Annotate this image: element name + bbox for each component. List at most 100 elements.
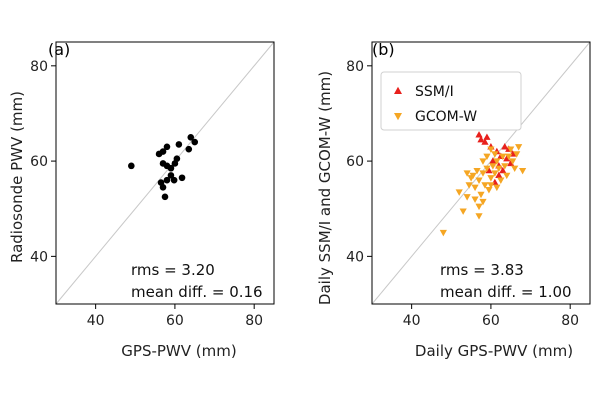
gcom-w-point	[491, 170, 499, 177]
gcom-w-point	[489, 163, 497, 170]
data-point	[171, 160, 179, 167]
gcom-w-point	[493, 158, 501, 165]
x-tick-label: 60	[482, 313, 500, 329]
panel-b-y-ticks: 40 60 80	[346, 59, 372, 265]
data-point	[159, 183, 167, 191]
ssm-i-point	[483, 133, 491, 140]
gcom-w-point	[491, 151, 499, 158]
data-point	[170, 176, 178, 184]
data-point	[163, 143, 171, 151]
data-point	[159, 148, 167, 155]
gcom-w-point	[463, 194, 471, 201]
gcom-w-point	[469, 172, 477, 180]
gcom-w-point	[493, 184, 501, 192]
gcom-w-point	[477, 191, 485, 199]
gcom-w-point	[503, 172, 511, 180]
panel-b-points	[439, 122, 527, 237]
gcom-w-point	[487, 146, 495, 153]
y-tick-label: 60	[346, 154, 364, 170]
gcom-w-point	[481, 182, 489, 189]
gcom-w-point	[479, 198, 487, 206]
x-tick-label: 40	[87, 313, 105, 329]
ssm-i-point	[481, 138, 489, 145]
data-point	[187, 133, 195, 141]
gcom-w-point	[519, 167, 527, 175]
panel-a-plot-frame	[55, 41, 275, 305]
legend-marker-ssmi	[394, 86, 402, 94]
gcom-w-point	[505, 153, 513, 161]
gcom-w-point	[463, 170, 471, 177]
ssm-i-point	[489, 157, 497, 164]
x-tick-label: 60	[166, 313, 184, 329]
gcom-w-point	[487, 175, 495, 182]
data-point	[185, 145, 193, 153]
y-tick-label: 40	[30, 249, 48, 265]
ssm-i-point	[475, 131, 483, 138]
gcom-w-point	[459, 208, 467, 215]
panel-a-label: (a)	[48, 40, 70, 59]
panel-a-rms-annotation: rms = 3.20	[131, 261, 215, 279]
data-point	[167, 164, 175, 172]
x-tick-label: 80	[245, 313, 263, 329]
gcom-w-point	[487, 182, 495, 189]
gcom-w-point	[483, 153, 491, 161]
panel-a: (a) 40 60 80 40 60 80 GPS-PWV (mm) Radiosond…	[8, 40, 275, 360]
ssm-i-point	[501, 143, 509, 150]
gcom-w-point	[473, 167, 481, 175]
panel-b-plot-frame	[371, 41, 591, 305]
y-tick-label: 40	[346, 249, 364, 265]
panel-b-mean-diff-annotation: mean diff. = 1.00	[440, 283, 572, 301]
legend-label-ssmi: SSM/I	[415, 84, 454, 100]
panel-b-label: (b)	[372, 40, 395, 59]
panel-b: (b) 40 60 80 40 60 80 Daily GPS-PWV (mm) Dai…	[316, 40, 591, 360]
panel-a-one-to-one-line	[55, 41, 275, 305]
gcom-w-point	[465, 182, 473, 189]
gcom-w-point	[475, 177, 483, 184]
y-tick-label: 80	[30, 59, 48, 75]
data-point	[161, 193, 169, 201]
x-tick-label: 40	[403, 313, 421, 329]
legend-marker-gcomw	[394, 113, 402, 121]
gcom-w-point	[507, 146, 515, 153]
gcom-w-point	[483, 165, 491, 173]
gcom-w-point	[501, 163, 509, 170]
gcom-w-point	[475, 213, 483, 220]
panel-a-y-axis-label: Radiosonde PWV (mm)	[8, 91, 26, 263]
panel-a-x-axis-label: GPS-PWV (mm)	[121, 342, 236, 360]
gcom-w-point	[513, 151, 521, 158]
gcom-w-point	[439, 229, 447, 237]
data-point	[175, 141, 183, 148]
panel-a-y-ticks: 40 60 80	[30, 59, 56, 265]
ssm-i-point	[499, 166, 507, 174]
panel-b-legend: SSM/I GCOM-W	[380, 71, 522, 131]
panel-a-points	[128, 133, 199, 201]
legend-label-gcomw: GCOM-W	[415, 109, 477, 125]
gcom-w-point	[455, 189, 463, 196]
panel-a-mean-diff-annotation: mean diff. = 0.16	[131, 283, 263, 301]
data-point	[178, 174, 186, 182]
gcom-w-point	[479, 170, 487, 177]
gcom-w-point	[485, 187, 493, 194]
gcom-w-point	[497, 177, 505, 184]
ssm-i-point	[495, 171, 503, 179]
legend-box	[380, 71, 522, 131]
panel-b-y-axis-label: Daily SSM/I and GCOM-W (mm)	[316, 71, 334, 305]
y-tick-label: 80	[346, 59, 364, 75]
gcom-w-point	[479, 158, 487, 165]
panel-b-x-ticks: 40 60 80	[403, 304, 579, 329]
gcom-w-point	[515, 144, 523, 151]
ssm-i-point	[477, 135, 485, 143]
data-point	[163, 176, 171, 184]
x-tick-label: 80	[561, 313, 579, 329]
gcom-w-point	[499, 153, 507, 161]
gcom-w-point	[511, 165, 519, 173]
data-point	[191, 138, 199, 146]
panel-a-x-ticks: 40 60 80	[87, 304, 263, 329]
gcom-w-point	[495, 165, 503, 173]
data-point	[167, 172, 175, 179]
y-tick-label: 60	[30, 154, 48, 170]
panel-b-rms-annotation: rms = 3.83	[440, 261, 524, 279]
gcom-w-point	[471, 196, 479, 203]
gcom-w-point	[471, 184, 479, 192]
data-point	[128, 162, 135, 170]
